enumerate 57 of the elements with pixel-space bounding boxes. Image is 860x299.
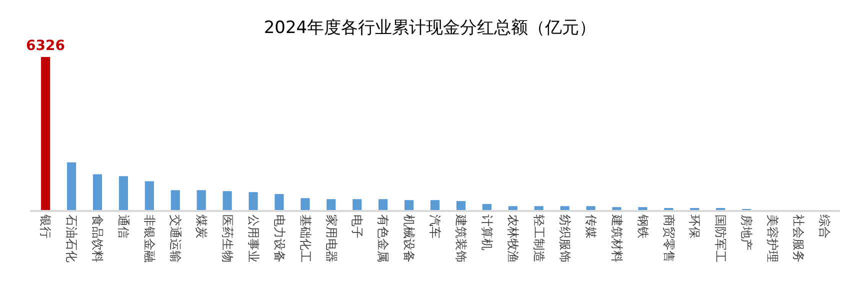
bar bbox=[274, 194, 284, 210]
x-tick-label: 有色金属 bbox=[376, 214, 390, 262]
data-label: 6326 bbox=[26, 38, 65, 54]
x-tick-label: 银行 bbox=[38, 213, 53, 238]
bar bbox=[144, 181, 154, 210]
x-tick-label: 农林牧渔 bbox=[506, 214, 520, 262]
x-tick-label: 房地产 bbox=[740, 214, 754, 250]
bar bbox=[300, 198, 310, 210]
x-tick-label: 家用电器 bbox=[324, 214, 338, 262]
bar bbox=[41, 57, 50, 210]
x-tick-label: 综合 bbox=[818, 214, 832, 238]
bar bbox=[248, 192, 258, 210]
bar bbox=[612, 207, 622, 210]
bar bbox=[482, 204, 492, 210]
x-tick-label: 钢铁 bbox=[636, 213, 650, 238]
x-tick-label: 美容护理 bbox=[766, 214, 780, 262]
x-tick-label: 汽车 bbox=[428, 214, 442, 238]
x-tick-label: 国防军工 bbox=[714, 214, 728, 262]
bar bbox=[326, 199, 336, 210]
bar bbox=[456, 201, 466, 210]
x-tick-label: 商贸零售 bbox=[662, 214, 676, 262]
x-tick-label: 环保 bbox=[688, 214, 702, 238]
x-tick-label: 非银金融 bbox=[142, 214, 157, 262]
bar bbox=[586, 206, 596, 210]
bar bbox=[560, 206, 570, 210]
bar bbox=[92, 174, 102, 210]
bar bbox=[430, 200, 440, 210]
x-tick-label: 食品饮料 bbox=[90, 214, 105, 262]
x-tick-label: 石油石化 bbox=[64, 214, 79, 262]
x-tick-label: 公用事业 bbox=[246, 214, 260, 262]
x-tick-label: 基础化工 bbox=[298, 214, 312, 262]
bar bbox=[534, 206, 544, 210]
bar bbox=[638, 207, 648, 210]
x-tick-label: 煤炭 bbox=[194, 214, 208, 238]
bar bbox=[118, 176, 128, 210]
bar bbox=[352, 199, 362, 210]
x-tick-label: 医药生物 bbox=[220, 214, 234, 262]
x-tick-label: 机械设备 bbox=[402, 214, 416, 262]
x-tick-label: 纺织服饰 bbox=[558, 214, 572, 262]
x-tick-label: 交通运输 bbox=[168, 214, 182, 262]
x-tick-label: 电力设备 bbox=[272, 214, 286, 262]
chart-title: 2024年度各行业累计现金分红总额（亿元） bbox=[264, 18, 596, 38]
bar bbox=[404, 200, 414, 210]
bar bbox=[196, 190, 206, 210]
x-tick-label: 社会服务 bbox=[792, 214, 806, 262]
x-tick-label: 电子 bbox=[350, 214, 364, 238]
x-tick-label: 计算机 bbox=[480, 214, 494, 250]
bar bbox=[508, 206, 518, 210]
x-tick-label: 轻工制造 bbox=[532, 214, 546, 262]
bar bbox=[378, 199, 388, 210]
bar bbox=[170, 190, 180, 210]
x-tick-label: 通信 bbox=[116, 214, 131, 238]
bar bbox=[222, 191, 232, 210]
x-tick-label: 建筑装饰 bbox=[454, 213, 468, 262]
x-tick-label: 传媒 bbox=[584, 214, 598, 238]
bar bbox=[67, 162, 76, 210]
x-tick-label: 建筑材料 bbox=[610, 213, 624, 262]
